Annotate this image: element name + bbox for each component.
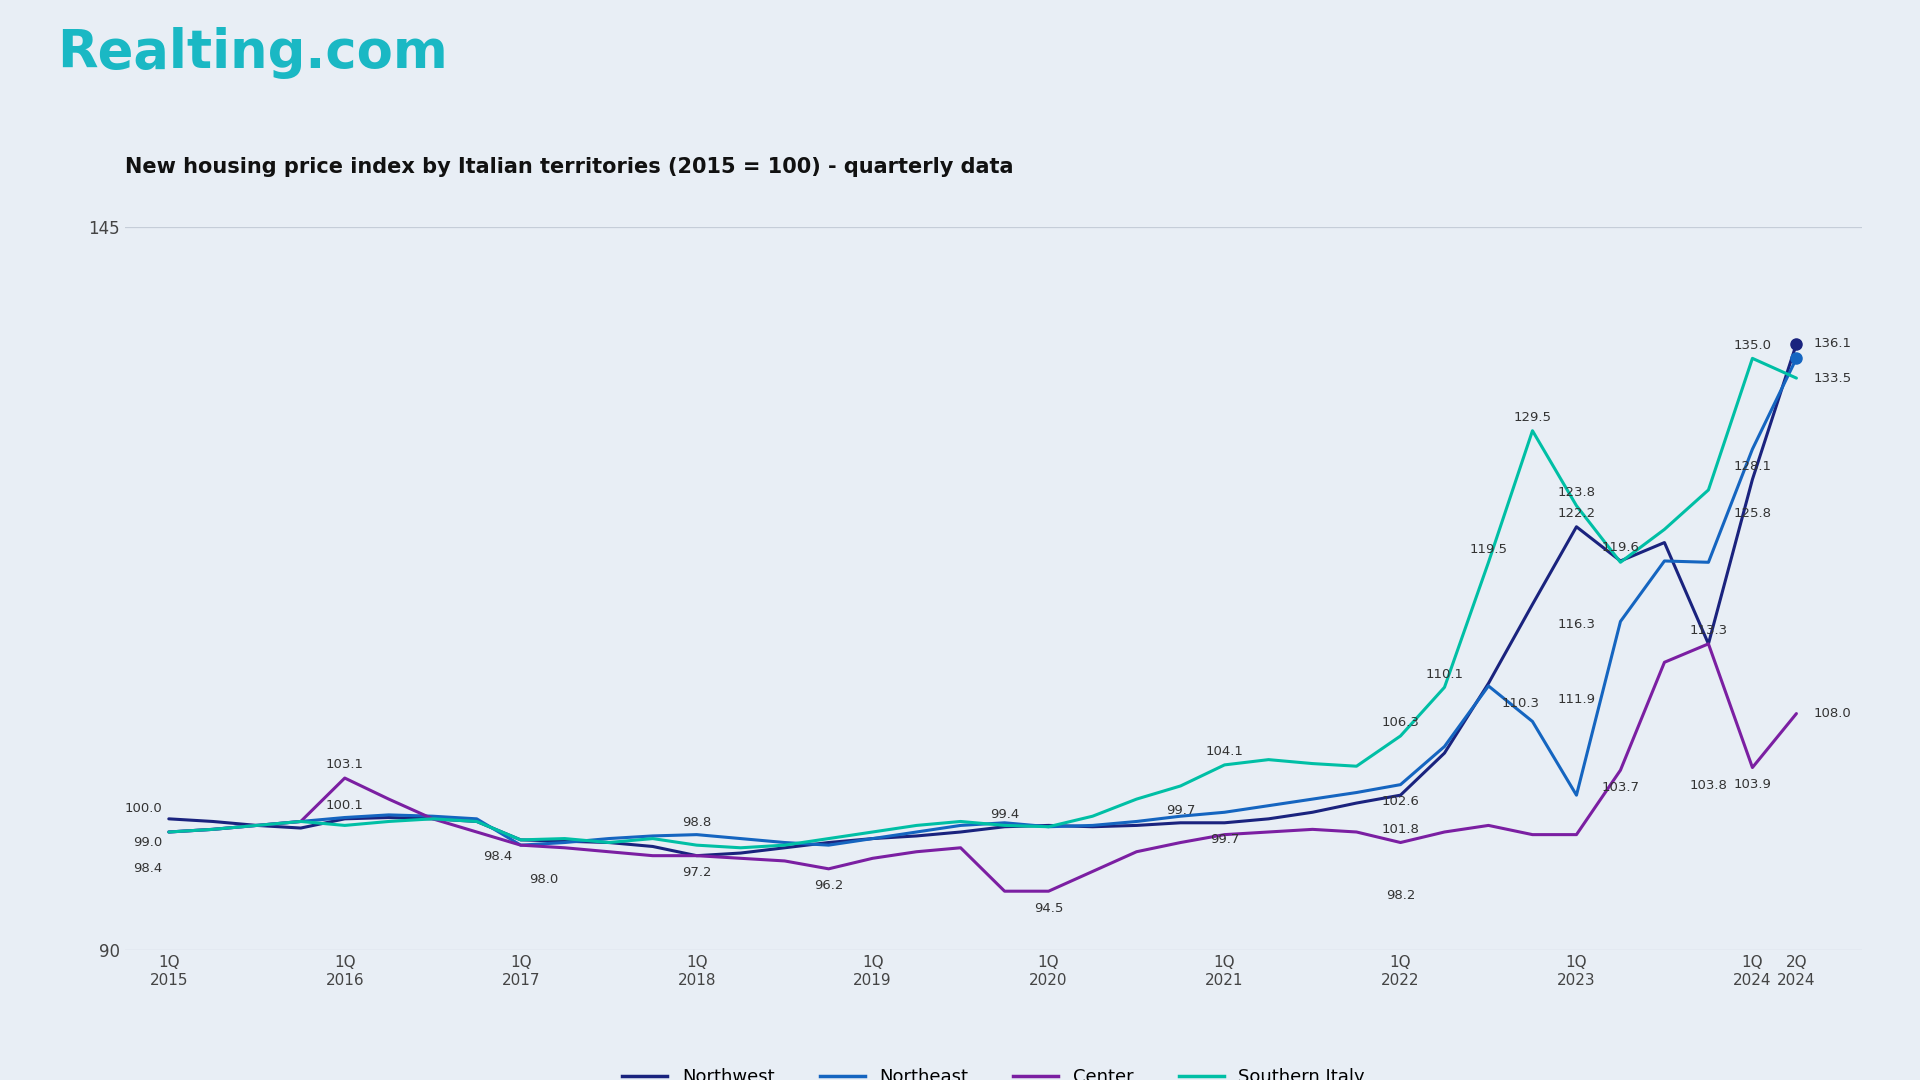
Text: Realting.com: Realting.com xyxy=(58,27,449,79)
Legend: Northwest, Northeast, Center, Southern Italy: Northwest, Northeast, Center, Southern I… xyxy=(614,1061,1373,1080)
Text: 129.5: 129.5 xyxy=(1513,411,1551,424)
Text: 98.2: 98.2 xyxy=(1386,889,1415,902)
Text: 133.5: 133.5 xyxy=(1814,372,1853,384)
Text: 111.9: 111.9 xyxy=(1557,692,1596,705)
Text: 128.1: 128.1 xyxy=(1734,460,1772,473)
Text: 125.8: 125.8 xyxy=(1734,508,1772,521)
Text: 102.6: 102.6 xyxy=(1382,795,1419,808)
Text: 136.1: 136.1 xyxy=(1814,337,1853,350)
Text: 116.3: 116.3 xyxy=(1557,618,1596,631)
Text: 99.4: 99.4 xyxy=(991,809,1020,822)
Text: 99.7: 99.7 xyxy=(1165,805,1196,818)
Text: 98.0: 98.0 xyxy=(530,873,559,886)
Text: New housing price index by Italian territories (2015 = 100) - quarterly data: New housing price index by Italian terri… xyxy=(125,157,1014,177)
Text: 103.7: 103.7 xyxy=(1601,781,1640,794)
Text: 122.2: 122.2 xyxy=(1557,508,1596,521)
Text: 119.6: 119.6 xyxy=(1601,541,1640,554)
Text: 100.1: 100.1 xyxy=(326,799,363,812)
Text: 101.8: 101.8 xyxy=(1382,823,1419,836)
Text: 98.8: 98.8 xyxy=(682,816,710,829)
Text: 119.5: 119.5 xyxy=(1469,542,1507,555)
Text: 110.1: 110.1 xyxy=(1425,667,1463,680)
Text: 100.0: 100.0 xyxy=(125,801,161,814)
Text: 103.9: 103.9 xyxy=(1734,778,1772,792)
Text: 98.4: 98.4 xyxy=(132,862,161,875)
Text: 110.3: 110.3 xyxy=(1501,697,1540,710)
Text: 113.3: 113.3 xyxy=(1690,624,1728,637)
Text: 96.2: 96.2 xyxy=(814,879,843,892)
Text: 108.0: 108.0 xyxy=(1814,707,1851,720)
Text: 99.7: 99.7 xyxy=(1210,834,1238,847)
Text: 103.8: 103.8 xyxy=(1690,780,1728,793)
Text: 106.3: 106.3 xyxy=(1382,716,1419,729)
Text: 98.4: 98.4 xyxy=(482,850,513,864)
Text: 94.5: 94.5 xyxy=(1033,902,1064,915)
Text: 99.0: 99.0 xyxy=(132,836,161,849)
Text: 97.2: 97.2 xyxy=(682,866,712,879)
Text: 135.0: 135.0 xyxy=(1734,339,1772,352)
Text: 104.1: 104.1 xyxy=(1206,745,1244,758)
Text: 123.8: 123.8 xyxy=(1557,486,1596,499)
Text: 103.1: 103.1 xyxy=(326,758,363,771)
